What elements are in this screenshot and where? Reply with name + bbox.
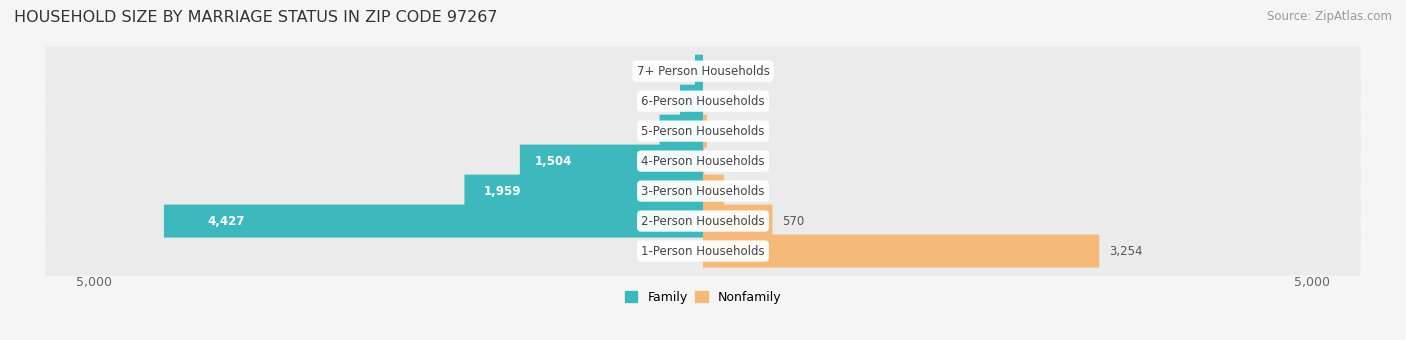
Text: Source: ZipAtlas.com: Source: ZipAtlas.com xyxy=(1267,10,1392,23)
Text: 1,959: 1,959 xyxy=(484,185,522,198)
Text: 2-Person Households: 2-Person Households xyxy=(641,215,765,227)
FancyBboxPatch shape xyxy=(703,115,707,148)
FancyBboxPatch shape xyxy=(520,144,703,177)
FancyBboxPatch shape xyxy=(659,115,703,148)
FancyBboxPatch shape xyxy=(695,55,703,88)
Text: 3,254: 3,254 xyxy=(1109,244,1143,257)
Text: 189: 189 xyxy=(648,95,671,108)
Text: 1,504: 1,504 xyxy=(534,155,572,168)
Text: 4,427: 4,427 xyxy=(207,215,245,227)
Text: 11: 11 xyxy=(714,155,730,168)
Text: 7+ Person Households: 7+ Person Households xyxy=(637,65,769,78)
Text: 357: 357 xyxy=(664,125,688,138)
Text: 570: 570 xyxy=(782,215,804,227)
Text: 66: 66 xyxy=(671,65,685,78)
FancyBboxPatch shape xyxy=(45,76,1361,126)
FancyBboxPatch shape xyxy=(45,226,1361,276)
FancyBboxPatch shape xyxy=(45,167,1361,216)
Text: 173: 173 xyxy=(734,185,756,198)
FancyBboxPatch shape xyxy=(464,175,703,208)
Legend: Family, Nonfamily: Family, Nonfamily xyxy=(624,291,782,304)
Text: 3-Person Households: 3-Person Households xyxy=(641,185,765,198)
Text: HOUSEHOLD SIZE BY MARRIAGE STATUS IN ZIP CODE 97267: HOUSEHOLD SIZE BY MARRIAGE STATUS IN ZIP… xyxy=(14,10,498,25)
FancyBboxPatch shape xyxy=(165,205,703,238)
FancyBboxPatch shape xyxy=(45,137,1361,186)
Text: 33: 33 xyxy=(717,125,731,138)
FancyBboxPatch shape xyxy=(703,205,772,238)
FancyBboxPatch shape xyxy=(681,85,703,118)
FancyBboxPatch shape xyxy=(45,197,1361,245)
Text: 4-Person Households: 4-Person Households xyxy=(641,155,765,168)
FancyBboxPatch shape xyxy=(703,175,724,208)
Text: 5-Person Households: 5-Person Households xyxy=(641,125,765,138)
FancyBboxPatch shape xyxy=(45,47,1361,96)
Text: 6-Person Households: 6-Person Households xyxy=(641,95,765,108)
Text: 1-Person Households: 1-Person Households xyxy=(641,244,765,257)
FancyBboxPatch shape xyxy=(703,235,1099,268)
FancyBboxPatch shape xyxy=(45,106,1361,156)
